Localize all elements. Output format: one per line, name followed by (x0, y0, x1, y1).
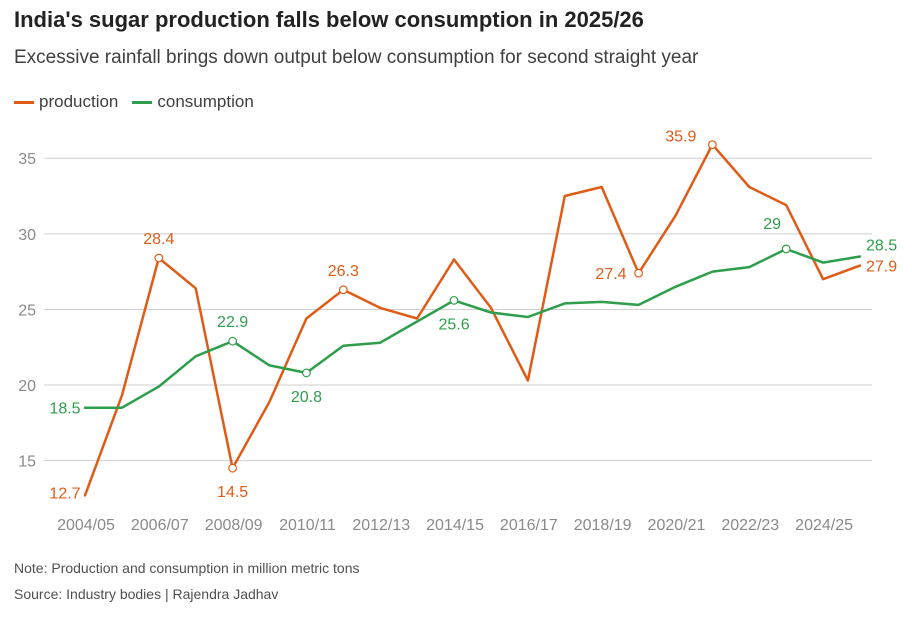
x-tick-label: 2012/13 (352, 517, 410, 534)
y-tick-label: 25 (18, 302, 36, 319)
x-tick-label: 2006/07 (131, 517, 189, 534)
chart-subtitle: Excessive rainfall brings down output be… (14, 47, 699, 68)
chart-note: Note: Production and consumption in mill… (14, 560, 360, 576)
legend-item-consumption: consumption (132, 92, 254, 112)
data-label-production: 27.4 (595, 266, 626, 283)
grid-layer (44, 157, 872, 462)
series-layer (83, 143, 862, 497)
data-label-production: 26.3 (328, 263, 359, 280)
data-label-consumption: 29 (763, 216, 781, 233)
data-point-marker (707, 140, 717, 150)
y-tick-label: 15 (18, 454, 36, 471)
legend-swatch-consumption (132, 100, 153, 104)
data-label-consumption: 28.5 (866, 238, 897, 255)
data-label-production: 28.4 (143, 231, 174, 248)
data-label-production: 27.9 (866, 259, 897, 276)
y-tick-label: 30 (18, 227, 36, 244)
data-point-marker (449, 295, 459, 305)
legend-label-consumption: consumption (157, 92, 254, 111)
x-tick-label: 2004/05 (57, 517, 115, 534)
x-tick-label: 2018/19 (574, 517, 632, 534)
x-axis-ticks: 2004/05 2006/07 2008/09 2010/11 2012/13 2014/… (57, 517, 853, 534)
data-point-marker (634, 268, 643, 278)
legend-label-production: production (39, 92, 119, 111)
x-tick-label: 2020/21 (648, 517, 706, 534)
data-point-marker (228, 463, 238, 473)
x-tick-label: 2010/11 (279, 517, 336, 534)
chart-title: India's sugar production falls below con… (14, 7, 644, 32)
chart-source: Source: Industry bodies | Rajendra Jadha… (14, 586, 279, 602)
data-point-marker (781, 244, 791, 254)
data-label-layer: 12.7 28.4 14.5 26.3 27.4 35.9 27.9 18.5 22.9 20.8… (49, 129, 897, 503)
y-axis-ticks: 15 20 25 30 35 (18, 151, 36, 470)
data-point-marker (228, 336, 238, 346)
y-tick-label: 35 (18, 151, 36, 168)
data-point-marker (302, 368, 311, 378)
legend-swatch-production (14, 100, 34, 104)
data-label-production: 14.5 (217, 484, 248, 501)
data-label-production: 35.9 (665, 129, 696, 146)
chart-legend: production consumption (14, 92, 268, 112)
x-tick-label: 2008/09 (205, 517, 263, 534)
series-line-consumption (83, 247, 862, 409)
data-label-consumption: 25.6 (438, 316, 469, 333)
legend-item-production: production (14, 92, 118, 112)
series-line-production (83, 143, 862, 497)
x-tick-label: 2024/25 (795, 517, 853, 534)
y-tick-label: 20 (18, 378, 36, 395)
data-point-marker (338, 285, 348, 295)
x-tick-label: 2016/17 (500, 517, 558, 534)
x-tick-label: 2014/15 (426, 517, 484, 534)
data-label-consumption: 22.9 (217, 314, 248, 331)
data-label-consumption: 18.5 (49, 401, 80, 418)
x-tick-label: 2022/23 (721, 517, 779, 534)
data-label-consumption: 20.8 (291, 389, 322, 406)
data-label-production: 12.7 (49, 485, 80, 502)
data-point-marker (154, 253, 164, 263)
